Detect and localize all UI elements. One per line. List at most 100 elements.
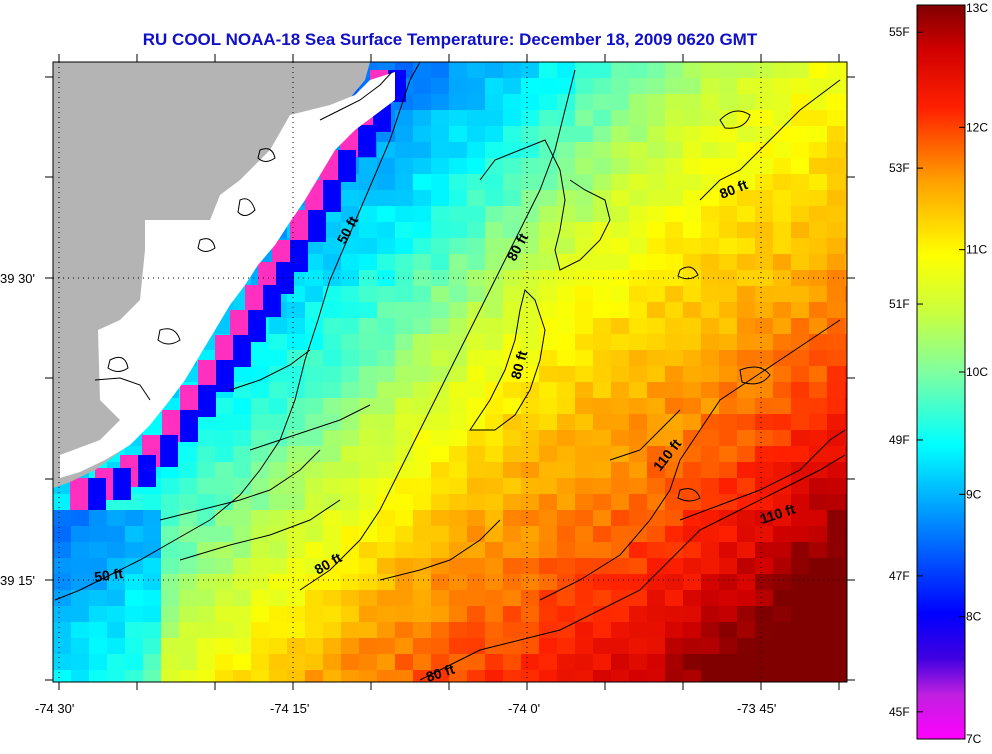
sst-cell (521, 158, 540, 175)
sst-cell (503, 94, 522, 111)
sst-cell (89, 622, 108, 639)
sst-cell (377, 558, 396, 575)
sst-cell (557, 478, 576, 495)
sst-cell (575, 654, 594, 671)
sst-cell (575, 94, 594, 111)
lon-label-74-15: -74 15' (270, 701, 309, 716)
sst-cell (575, 638, 594, 655)
sst-cell (845, 414, 847, 431)
sst-cell (125, 558, 144, 575)
sst-cell (791, 158, 810, 175)
sst-cell (611, 590, 630, 607)
sst-cell (683, 606, 702, 623)
sst-cell (647, 334, 666, 351)
sst-cell (215, 670, 234, 682)
sst-cell (521, 334, 540, 351)
sst-cell (629, 590, 648, 607)
sst-cell (827, 318, 846, 335)
sst-cell (233, 414, 252, 431)
sst-cell (845, 478, 847, 495)
sst-cell (305, 350, 324, 367)
sst-cell (629, 430, 648, 447)
sst-cell (737, 606, 756, 623)
sst-cell (377, 366, 396, 383)
sst-cell (539, 222, 558, 239)
sst-cell (737, 414, 756, 431)
sst-cell (413, 174, 432, 191)
sst-cell (647, 654, 666, 671)
sst-cell (107, 606, 126, 623)
sst-cell (791, 78, 810, 95)
sst-cell (773, 126, 792, 143)
sst-cell (377, 654, 396, 671)
sst-cell (251, 622, 270, 639)
sst-cell (773, 206, 792, 223)
sst-cell (485, 446, 504, 463)
sst-cell (773, 478, 792, 495)
sst-cell (683, 206, 702, 223)
sst-cell (557, 110, 576, 127)
sst-cell (395, 494, 414, 511)
sst-cell (593, 606, 612, 623)
sst-cell (305, 462, 324, 479)
sst-cell (665, 510, 684, 527)
sst-cell (467, 542, 486, 559)
sst-cell (791, 238, 810, 255)
sst-cell (269, 622, 288, 639)
sst-cell (431, 606, 450, 623)
sst-cell (323, 254, 342, 271)
sst-cell (647, 478, 666, 495)
sst-cell (323, 574, 342, 591)
sst-cell (503, 78, 522, 95)
sst-cell (503, 382, 522, 399)
sst-cell (107, 558, 126, 575)
sst-cell (827, 94, 846, 111)
sst-cell (683, 334, 702, 351)
sst-cell (557, 542, 576, 559)
sst-cell (269, 462, 288, 479)
sst-cell (665, 414, 684, 431)
sst-cell (341, 478, 360, 495)
sst-cell (395, 206, 414, 223)
sst-cell (287, 318, 306, 335)
sst-cell (611, 654, 630, 671)
sst-cell (773, 286, 792, 303)
sst-cell (773, 558, 792, 575)
sst-cell (737, 238, 756, 255)
sst-cell (647, 382, 666, 399)
sst-cell (341, 190, 360, 207)
sst-cell (593, 478, 612, 495)
sst-cell (485, 142, 504, 159)
sst-cell (737, 574, 756, 591)
sst-cell (611, 366, 630, 383)
sst-cell (791, 366, 810, 383)
sst-cell (485, 654, 504, 671)
sst-cell (611, 414, 630, 431)
sst-cell (755, 510, 774, 527)
sst-cell (161, 574, 180, 591)
sst-cell (53, 622, 72, 639)
sst-cell (521, 606, 540, 623)
sst-cell (701, 350, 720, 367)
sst-cell (323, 478, 342, 495)
sst-cell (485, 414, 504, 431)
sst-cell (629, 606, 648, 623)
sst-cell (719, 670, 738, 682)
sst-cell (827, 78, 846, 95)
sst-cell (413, 670, 432, 682)
sst-cell (611, 478, 630, 495)
sst-cell (305, 542, 324, 559)
sst-cell (413, 302, 432, 319)
sst-cell (701, 238, 720, 255)
sst-cell (305, 414, 324, 431)
sst-cell (845, 222, 847, 239)
sst-cell (773, 542, 792, 559)
sst-cell (215, 478, 234, 495)
sst-cell (611, 526, 630, 543)
sst-cell (359, 190, 378, 207)
sst-cell (539, 398, 558, 415)
colorbar-label-fahrenheit: 53F (889, 161, 910, 175)
sst-cell (611, 510, 630, 527)
sst-cell (197, 462, 216, 479)
sst-cell (449, 78, 468, 95)
